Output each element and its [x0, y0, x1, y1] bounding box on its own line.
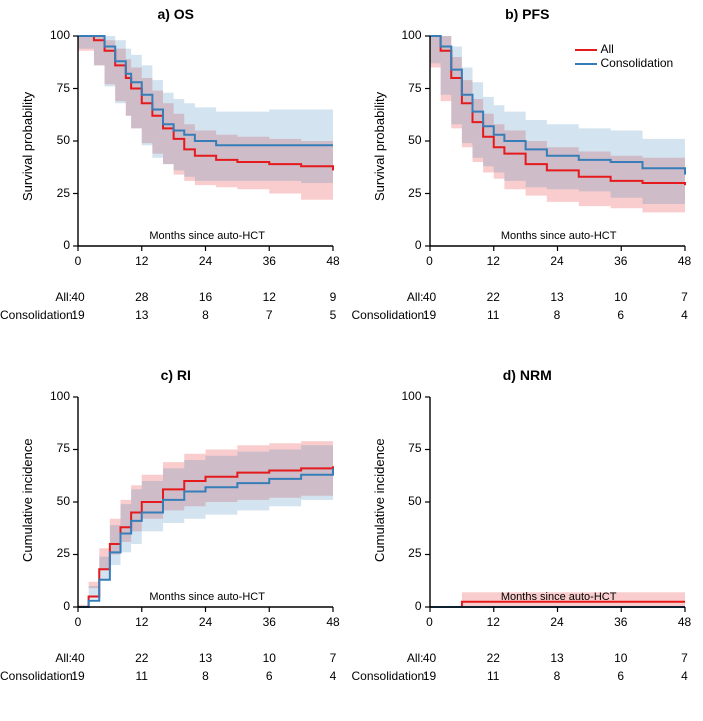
panel-c-risk-all-0: 40	[60, 651, 96, 665]
panel-c-ytick-3: 75	[0, 441, 70, 455]
panel-a-risk-all-2: 16	[188, 290, 224, 304]
panel-b-xtick-0: 0	[415, 254, 445, 268]
legend-item-0: All	[575, 42, 674, 56]
panel-d-xtick-4: 48	[670, 615, 700, 629]
panel-b-risk-con-0: 19	[412, 308, 448, 322]
panel-b-risk-con-3: 6	[603, 308, 639, 322]
panel-c-xtick-3: 36	[254, 615, 284, 629]
panel-a-xtick-1: 12	[127, 254, 157, 268]
panel-b-xlabel: Months since auto-HCT	[501, 230, 617, 242]
panel-a-ytick-2: 50	[0, 133, 70, 147]
panel-c: c) RI0255075100012243648Cumulative incid…	[0, 361, 352, 721]
panel-b: b) PFS0255075100012243648Survival probab…	[352, 0, 703, 361]
panel-a-ylabel: Survival probability	[20, 92, 35, 201]
panel-c-ytick-1: 25	[0, 546, 70, 560]
panel-a-xtick-0: 0	[63, 254, 93, 268]
panel-a-risk-con-0: 19	[60, 308, 96, 322]
panel-b-risk-all-1: 22	[475, 290, 511, 304]
legend-swatch-1	[575, 63, 597, 65]
panel-d-xtick-0: 0	[415, 615, 445, 629]
panel-d-xtick-1: 12	[478, 615, 508, 629]
legend-item-1: Consolidation	[575, 56, 674, 70]
panel-c-xtick-2: 24	[191, 615, 221, 629]
panel-a-ytick-0: 0	[0, 238, 70, 252]
panel-d-risk-all-2: 13	[539, 651, 575, 665]
panel-a-risk-con-1: 13	[124, 308, 160, 322]
panel-b-risk-con-1: 11	[475, 308, 511, 322]
panel-c-ytick-2: 50	[0, 494, 70, 508]
panel-b-ylabel: Survival probability	[372, 92, 387, 201]
panel-b-xtick-3: 36	[606, 254, 636, 268]
panel-b-risk-all-3: 10	[603, 290, 639, 304]
panel-c-risk-all-1: 22	[124, 651, 160, 665]
panel-a-risk-all-1: 28	[124, 290, 160, 304]
panel-b-risk-con-2: 8	[539, 308, 575, 322]
panel-a-plot	[0, 0, 351, 360]
panel-d: d) NRM0255075100012243648Cumulative inci…	[352, 361, 703, 721]
panel-b-xtick-2: 24	[542, 254, 572, 268]
panel-d-risk-all-3: 10	[603, 651, 639, 665]
panel-a-xtick-4: 48	[318, 254, 348, 268]
legend-label-0: All	[601, 42, 614, 56]
panel-b-legend: AllConsolidation	[575, 42, 674, 70]
panel-c-plot	[0, 361, 351, 721]
panel-c-risk-all-3: 10	[251, 651, 287, 665]
panel-b-risk-all-4: 7	[667, 290, 703, 304]
panel-a: a) OS0255075100012243648Survival probabi…	[0, 0, 352, 361]
panel-c-risk-con-0: 19	[60, 669, 96, 683]
panel-d-risk-con-2: 8	[539, 669, 575, 683]
panel-a-risk-con-4: 5	[315, 308, 351, 322]
panel-d-xlabel: Months since auto-HCT	[501, 591, 617, 603]
panel-c-risk-con-3: 6	[251, 669, 287, 683]
panel-d-risk-all-4: 7	[667, 651, 703, 665]
panel-c-risk-all-4: 7	[315, 651, 351, 665]
panel-b-xtick-1: 12	[478, 254, 508, 268]
panel-b-xtick-4: 48	[670, 254, 700, 268]
panel-c-xtick-0: 0	[63, 615, 93, 629]
panel-c-risk-con-4: 4	[315, 669, 351, 683]
panel-c-xtick-1: 12	[127, 615, 157, 629]
panel-c-ytick-0: 0	[0, 599, 70, 613]
panel-d-plot	[352, 361, 703, 721]
legend-swatch-0	[575, 49, 597, 51]
panel-d-ytick-4: 100	[352, 389, 422, 403]
panel-a-band-con	[78, 36, 333, 183]
panel-b-risk-all-0: 40	[412, 290, 448, 304]
panel-c-ylabel: Cumulative incidence	[20, 438, 35, 562]
panel-d-axes	[430, 397, 685, 607]
legend-label-1: Consolidation	[601, 56, 674, 70]
panel-d-ylabel: Cumulative incidence	[372, 438, 387, 562]
panel-d-risk-con-0: 19	[412, 669, 448, 683]
panel-a-risk-all-3: 12	[251, 290, 287, 304]
panel-b-ytick-4: 100	[352, 28, 422, 42]
panel-a-ytick-4: 100	[0, 28, 70, 42]
panel-a-risk-con-2: 8	[188, 308, 224, 322]
panel-d-risk-con-3: 6	[603, 669, 639, 683]
panel-d-ytick-0: 0	[352, 599, 422, 613]
panel-b-risk-all-2: 13	[539, 290, 575, 304]
panel-c-risk-con-2: 8	[188, 669, 224, 683]
panel-d-risk-con-1: 11	[475, 669, 511, 683]
panel-c-xtick-4: 48	[318, 615, 348, 629]
panel-a-risk-all-4: 9	[315, 290, 351, 304]
panel-a-risk-con-3: 7	[251, 308, 287, 322]
panel-a-xtick-3: 36	[254, 254, 284, 268]
panel-d-xtick-3: 36	[606, 615, 636, 629]
panel-d-risk-all-0: 40	[412, 651, 448, 665]
panel-d-risk-all-1: 22	[475, 651, 511, 665]
panel-b-ytick-0: 0	[352, 238, 422, 252]
panel-c-risk-all-2: 13	[188, 651, 224, 665]
panel-a-xlabel: Months since auto-HCT	[149, 230, 265, 242]
panel-a-ytick-3: 75	[0, 81, 70, 95]
panel-d-xtick-2: 24	[542, 615, 572, 629]
panel-c-xlabel: Months since auto-HCT	[149, 591, 265, 603]
panel-d-risk-con-4: 4	[667, 669, 703, 683]
panel-a-ytick-1: 25	[0, 186, 70, 200]
panel-b-risk-con-4: 4	[667, 308, 703, 322]
panel-c-ytick-4: 100	[0, 389, 70, 403]
panel-a-xtick-2: 24	[191, 254, 221, 268]
panel-c-risk-con-1: 11	[124, 669, 160, 683]
panel-a-risk-all-0: 40	[60, 290, 96, 304]
